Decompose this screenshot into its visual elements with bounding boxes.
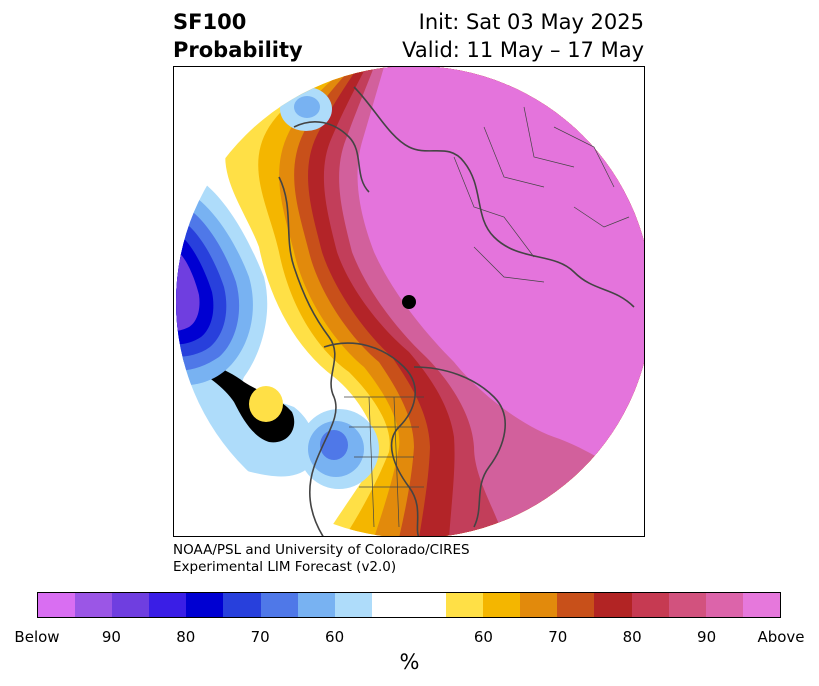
colorbar-segment	[557, 593, 595, 617]
colorbar-tick-label: 90	[101, 628, 121, 646]
colorbar-segment	[594, 593, 632, 617]
colorbar-segment	[371, 593, 409, 617]
colorbar-unit: %	[399, 650, 420, 674]
credit-line-2: Experimental LIM Forecast (v2.0)	[173, 559, 397, 575]
colorbar-tick-label: 80	[622, 628, 642, 646]
map-svg	[176, 67, 644, 536]
colorbar-segment	[297, 593, 335, 617]
credit-line-1: NOAA/PSL and University of Colorado/CIRE…	[173, 542, 470, 558]
colorbar-tick-label: 70	[548, 628, 568, 646]
credit-text: NOAA/PSL and University of Colorado/CIRE…	[173, 542, 470, 576]
probability-map	[173, 66, 645, 537]
colorbar-segment	[483, 593, 521, 617]
arctic-sky-spot	[294, 96, 320, 118]
colorbar-tick-label: 90	[697, 628, 717, 646]
colorbar-segment	[446, 593, 484, 617]
political-borders	[344, 106, 630, 528]
colorbar-tick-label: 60	[473, 628, 493, 646]
colorbar-segment	[75, 593, 113, 617]
colorbar-segment	[408, 593, 447, 617]
colorbar-tick-label: Above	[757, 628, 805, 646]
colorbar-segment	[186, 593, 224, 617]
colorbar-segment	[742, 593, 780, 617]
colorbar-segment	[149, 593, 187, 617]
pacific-yellow-spot	[249, 386, 283, 422]
forecast-dates: Init: Sat 03 May 2025 Valid: 11 May – 17…	[402, 8, 644, 64]
map-title: SF100 Probability	[173, 8, 303, 64]
colorbar-segment	[223, 593, 261, 617]
colorbar-segment	[705, 593, 743, 617]
west-coast-med-spot	[320, 430, 348, 460]
colorbar-segment	[520, 593, 558, 617]
above-normal-core	[357, 67, 644, 487]
colorbar-tick-label: 80	[176, 628, 196, 646]
colorbar-tick-label: 60	[325, 628, 345, 646]
colorbar	[37, 592, 781, 618]
colorbar-tick-label: Below	[14, 628, 60, 646]
colorbar-ticks: Below 90 80 70 60 60 70 80 90 Above	[0, 627, 819, 647]
colorbar-segment	[334, 593, 372, 617]
colorbar-tick-label: 70	[250, 628, 270, 646]
below-normal-core	[176, 249, 200, 331]
title-line-2: Probability	[173, 38, 303, 62]
title-line-1: SF100	[173, 10, 247, 34]
init-date: Init: Sat 03 May 2025	[418, 10, 644, 34]
colorbar-segment	[112, 593, 150, 617]
colorbar-segment	[38, 593, 76, 617]
north-pole-hole	[402, 295, 416, 309]
colorbar-segment	[260, 593, 298, 617]
colorbar-segment	[668, 593, 706, 617]
valid-range: Valid: 11 May – 17 May	[402, 38, 644, 62]
colorbar-segment	[631, 593, 669, 617]
